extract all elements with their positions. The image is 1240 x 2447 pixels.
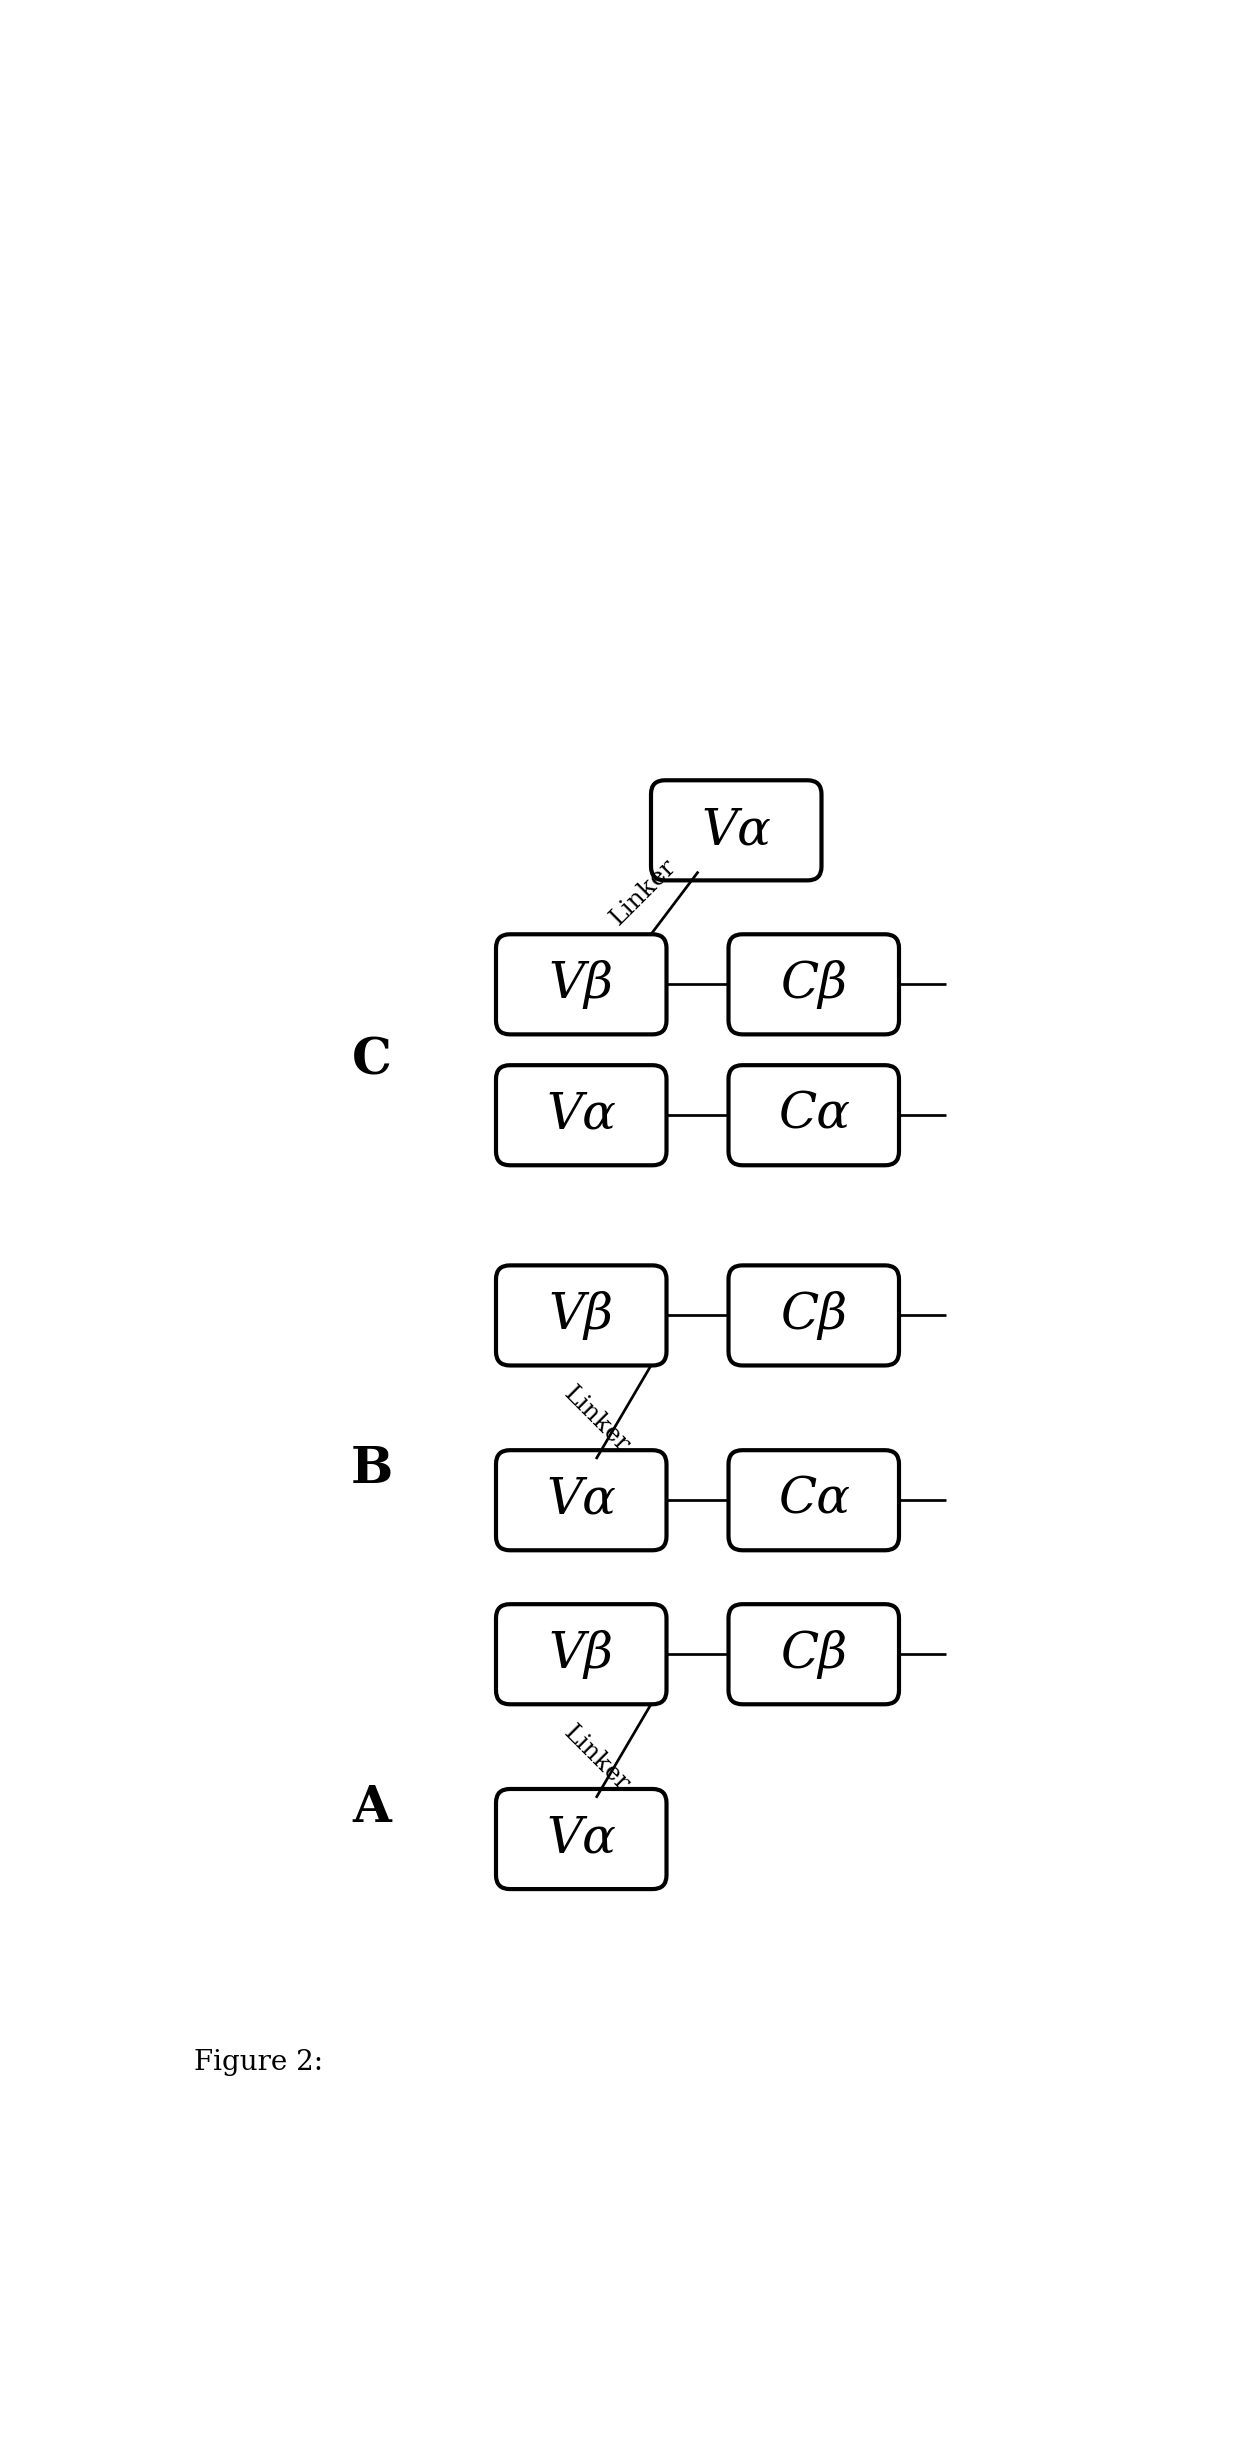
Text: Cα: Cα [777,1091,849,1140]
FancyBboxPatch shape [729,935,899,1035]
Text: Cβ: Cβ [780,1630,847,1679]
FancyBboxPatch shape [729,1265,899,1365]
Text: Linker: Linker [559,1383,634,1456]
Text: Vα: Vα [547,1476,616,1524]
Text: Vα: Vα [547,1091,616,1140]
Text: Vα: Vα [547,1813,616,1865]
FancyBboxPatch shape [496,1451,667,1551]
FancyBboxPatch shape [496,1605,667,1703]
FancyBboxPatch shape [729,1064,899,1165]
Text: A: A [352,1784,392,1833]
Text: Vβ: Vβ [549,959,614,1008]
Text: Cβ: Cβ [780,959,847,1008]
FancyBboxPatch shape [496,935,667,1035]
Text: Vβ: Vβ [549,1290,614,1341]
Text: B: B [351,1444,393,1495]
FancyBboxPatch shape [729,1605,899,1703]
Text: Cβ: Cβ [780,1290,847,1341]
Text: Vα: Vα [702,805,771,854]
Text: Vβ: Vβ [549,1630,614,1679]
Text: Cα: Cα [777,1476,849,1524]
Text: C: C [352,1038,392,1086]
FancyBboxPatch shape [729,1451,899,1551]
FancyBboxPatch shape [496,1789,667,1889]
Text: Linker: Linker [606,854,681,930]
FancyBboxPatch shape [651,781,822,881]
FancyBboxPatch shape [496,1265,667,1365]
Text: Figure 2:: Figure 2: [193,2048,322,2075]
Text: Linker: Linker [559,1720,634,1796]
FancyBboxPatch shape [496,1064,667,1165]
